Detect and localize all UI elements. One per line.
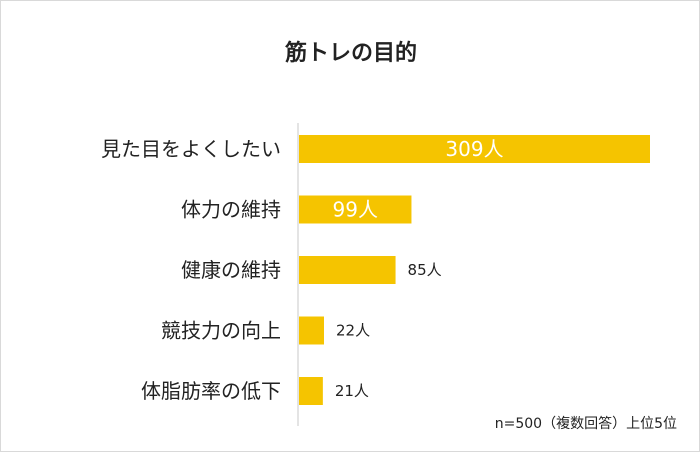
value-label: 85人 [408, 261, 442, 279]
bar [299, 135, 650, 163]
sample-note: n=500（複数回答）上位5位 [494, 416, 677, 432]
bar [299, 195, 412, 224]
category-label: 体脂肪率の低下 [141, 379, 281, 403]
chart-title: 筋トレの目的 [284, 41, 417, 66]
category-label: 見た目をよくしたい [101, 137, 281, 161]
category-label: 健康の維持 [181, 258, 281, 282]
value-label: 309人 [445, 137, 503, 161]
category-label: 体力の維持 [181, 198, 281, 222]
value-label: 22人 [336, 322, 370, 340]
value-label: 21人 [335, 382, 369, 400]
bar [299, 377, 323, 405]
category-label: 競技力の向上 [161, 319, 281, 343]
value-label: 99人 [333, 198, 378, 222]
bar [299, 316, 324, 345]
bar [299, 256, 396, 284]
